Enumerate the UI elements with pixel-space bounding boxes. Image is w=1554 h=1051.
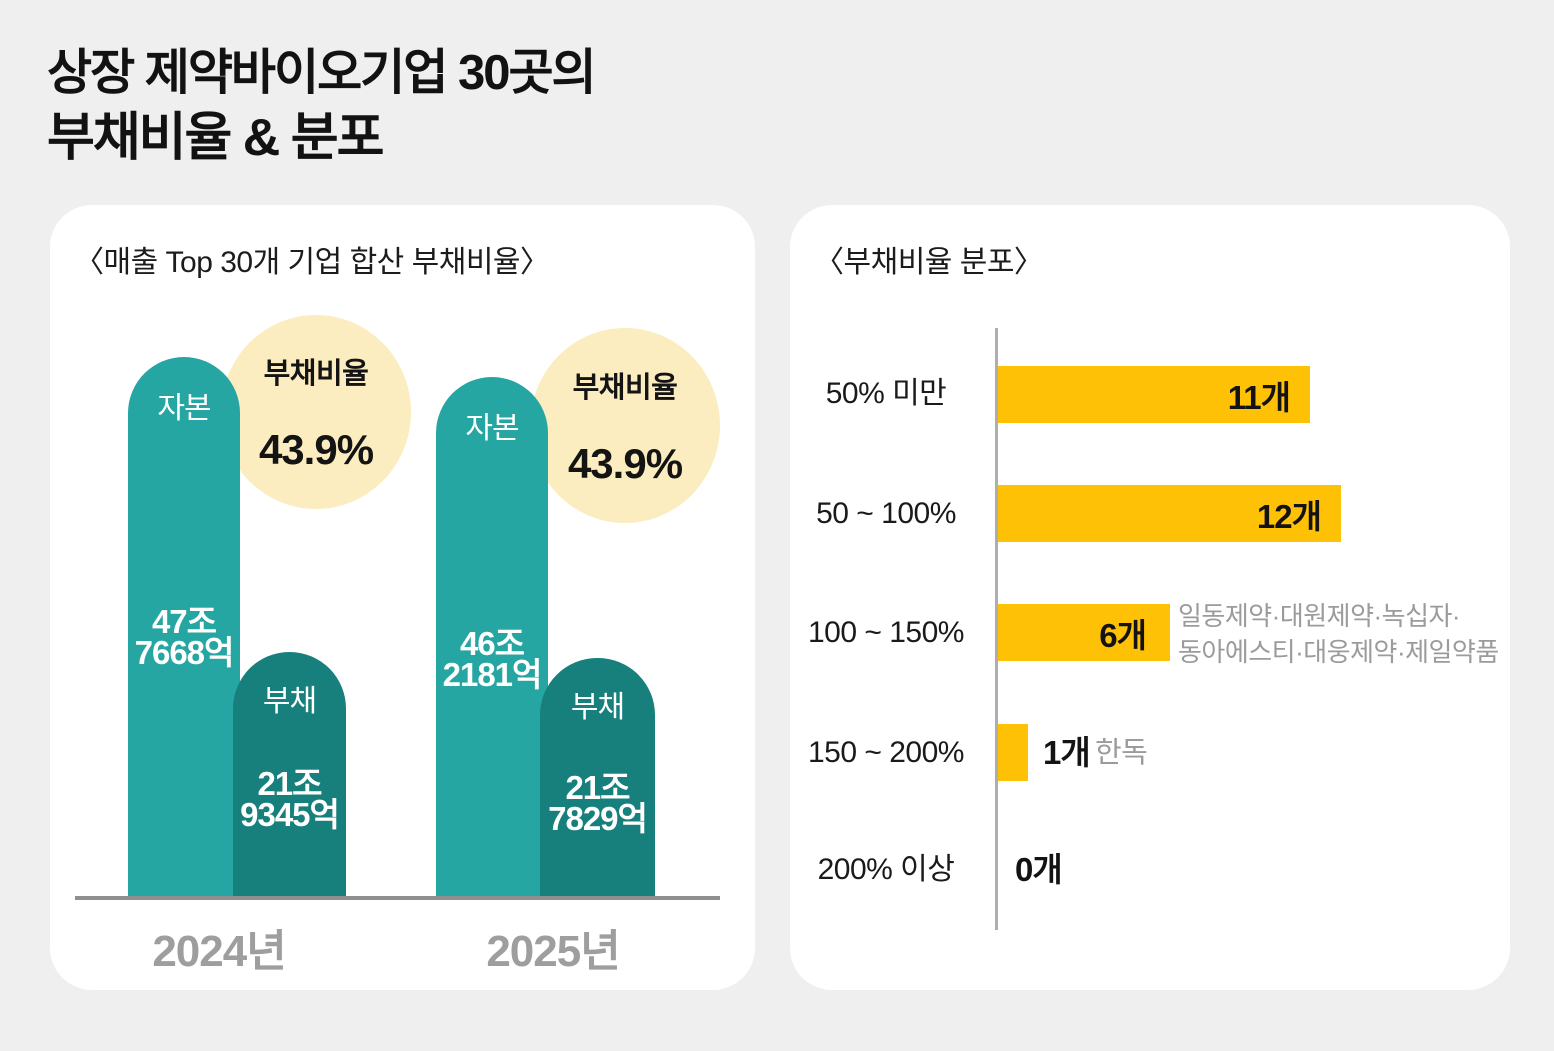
- capital-bar-2025: 자본 46조 2181억: [436, 377, 548, 898]
- debt-ratio-bubble-2025: 부채비율 43.9%: [530, 328, 720, 523]
- companies-annotation-100-150: 일동제약·대원제약·녹십자· 동아에스티·대웅제약·제일약품: [1178, 598, 1499, 670]
- y-axis-line: [995, 328, 998, 930]
- debt-bar-2025: 부채 21조 7829억: [540, 658, 655, 898]
- capital-value-line1: 46조: [459, 625, 525, 662]
- x-axis-baseline: [75, 896, 720, 900]
- category-label: 50% 미만: [825, 377, 947, 410]
- bar-count: 11개: [1227, 378, 1291, 416]
- company-annotation-150-200: 한독: [1095, 737, 1148, 769]
- year-label-2024: 2024년: [152, 927, 286, 976]
- debt-ratio-distribution-panel: 〈부채비율 분포〉 50% 미만 50 ~ 100% 100 ~ 150% 15…: [790, 205, 1510, 990]
- capital-bar-label: 자본: [465, 412, 519, 445]
- debt-bar-2024: 부채 21조 9345억: [233, 652, 346, 898]
- debt-bar-value: 21조 9345억: [223, 765, 356, 833]
- debt-bar-label: 부채: [570, 691, 625, 724]
- bar-count: 1개: [1043, 734, 1091, 771]
- page-title-line2: 부채비율 & 분포: [47, 108, 384, 167]
- capital-value-line1: 47조: [151, 603, 217, 640]
- bar-count: 6개: [1099, 616, 1147, 654]
- bar-count: 0개: [1015, 851, 1063, 888]
- bar-under-50pct: 11개: [998, 366, 1310, 423]
- debt-ratio-value: 43.9%: [258, 426, 374, 473]
- companies-line1: 일동제약·대원제약·녹십자·: [1178, 601, 1461, 631]
- debt-ratio-label: 부채비율: [263, 358, 369, 390]
- category-label: 150 ~ 200%: [808, 736, 964, 769]
- bar-100-150pct: 6개: [998, 604, 1170, 661]
- debt-ratio-label: 부채비율: [572, 371, 678, 404]
- combined-debt-ratio-panel: 〈매출 Top 30개 기업 합산 부채비율〉 부채비율 43.9% 부채비율 …: [50, 205, 755, 990]
- capital-value-line2: 2181억: [442, 656, 543, 693]
- capital-bar-value: 46조 2181억: [426, 625, 558, 693]
- page-title-line1: 상장 제약바이오기업 30곳의: [47, 46, 597, 100]
- debt-value-line2: 9345억: [240, 796, 340, 833]
- page-title: 상장 제약바이오기업 30곳의 부채비율 & 분포: [47, 44, 597, 167]
- debt-bar-label: 부채: [262, 685, 317, 718]
- bar-150-200pct: [998, 724, 1028, 781]
- debt-value-line2: 7829억: [548, 800, 648, 837]
- category-label: 100 ~ 150%: [808, 616, 964, 649]
- left-panel-title: 〈매출 Top 30개 기업 합산 부채비율〉: [74, 246, 550, 279]
- capital-bar-label: 자본: [157, 392, 211, 425]
- capital-bar-2024: 자본 47조 7668억: [128, 357, 240, 898]
- companies-line2: 동아에스티·대웅제약·제일약품: [1178, 637, 1499, 667]
- bar-count: 12개: [1256, 497, 1322, 535]
- year-label-2025: 2025년: [486, 927, 620, 976]
- capital-value-line2: 7668억: [134, 634, 235, 671]
- debt-ratio-value: 43.9%: [567, 439, 683, 487]
- debt-value-line1: 21조: [257, 765, 322, 802]
- capital-bar-value: 47조 7668억: [118, 603, 250, 671]
- debt-bar-value: 21조 7829억: [530, 769, 665, 837]
- right-panel-title: 〈부채비율 분포〉: [814, 246, 1044, 279]
- category-label: 200% 이상: [817, 853, 955, 886]
- debt-value-line1: 21조: [565, 769, 630, 806]
- debt-ratio-bubble-2024: 부채비율 43.9%: [221, 315, 411, 509]
- category-label: 50 ~ 100%: [816, 497, 956, 530]
- bar-50-100pct: 12개: [998, 485, 1341, 542]
